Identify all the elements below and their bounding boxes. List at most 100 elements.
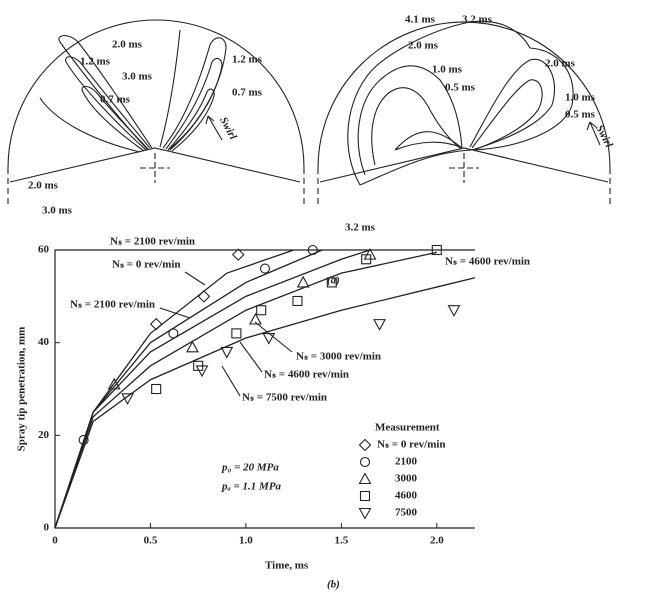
spray-contour — [65, 56, 151, 151]
line-label: Nₛ = 2100 rev/min — [70, 299, 155, 311]
data-point — [292, 295, 303, 307]
leader-line — [184, 271, 206, 286]
contour-label: 4.1 ms — [405, 14, 436, 26]
data-point — [307, 244, 318, 256]
leaders — [159, 271, 293, 397]
legend-marker — [358, 438, 372, 452]
data-point — [447, 305, 461, 317]
contour-label: 0.5 ms — [445, 82, 476, 94]
legend-marker — [358, 507, 372, 520]
leader-line — [159, 307, 191, 319]
contour-label: 2.0 ms — [408, 40, 439, 52]
data-point — [296, 275, 310, 288]
contour-label: 2.0 ms — [112, 39, 143, 51]
data-point — [195, 365, 209, 378]
diagram-left: 2.0 ms 1.2 ms 3.0 ms 0.7 ms 1.2 ms 0.7 m… — [7, 19, 305, 248]
data-point — [186, 340, 199, 353]
legend-marker — [359, 490, 371, 502]
contour-label: 3.0 ms — [42, 205, 73, 217]
leader-line — [254, 321, 293, 353]
y-tick-label: 60 — [38, 244, 50, 256]
swirl-arrow — [586, 121, 601, 146]
y-axis-label: Spray tip penetration, mm — [16, 327, 28, 452]
x-axis-label: Time, ms — [265, 560, 309, 572]
legend-label: 7500 — [395, 507, 418, 519]
spray-contour — [371, 87, 461, 166]
legend-label: Nₛ = 0 rev/min — [377, 439, 446, 451]
contour-label: 3.2 ms — [345, 222, 376, 234]
data-point — [249, 312, 262, 325]
legend-label: 3000 — [395, 473, 418, 485]
annotation: pₐ = 1.1 MPa — [221, 481, 282, 493]
y-tick-label: 40 — [38, 336, 50, 348]
axis-frame — [54, 249, 475, 529]
data-point — [256, 305, 267, 316]
x-tick-label: 1.0 — [239, 535, 253, 547]
x-tick-label: 0 — [52, 535, 58, 547]
x-tick-label: 2.0 — [430, 535, 444, 547]
data-point — [220, 346, 234, 359]
spray-contour — [394, 131, 463, 151]
data-point — [168, 328, 179, 339]
contour-label: 2.0 ms — [545, 58, 576, 70]
fit-line — [54, 251, 437, 529]
y-tick-label: 20 — [38, 429, 50, 441]
data-point — [373, 319, 386, 331]
contour-label: 0.5 ms — [565, 109, 596, 121]
panel-label: (b) — [327, 579, 340, 591]
legend-label: 2100 — [395, 456, 418, 468]
legend-label: 4600 — [395, 490, 418, 502]
diagram-right: 4.1 ms 3.2 ms 2.0 ms 1.0 ms 0.5 ms 2.0 m… — [317, 14, 615, 268]
panel-caption: Nₛ = 2100 rev/min — [110, 236, 195, 248]
swirl-arrow — [205, 115, 223, 141]
contour-label: 1.0 ms — [565, 92, 596, 104]
data-point — [197, 290, 211, 303]
data-point — [121, 393, 134, 405]
line-label: Nₛ = 7500 rev/min — [242, 392, 327, 404]
spray-contour — [357, 65, 463, 176]
spray-contour — [165, 57, 223, 151]
data-point — [231, 248, 245, 261]
chamber-arc — [7, 19, 305, 169]
x-tick-label: 1.5 — [334, 535, 348, 547]
contour-label: 1.2 ms — [80, 56, 111, 68]
data-point — [262, 332, 276, 345]
data-point — [259, 263, 271, 274]
leader-line — [239, 341, 263, 373]
spray-contour — [162, 37, 227, 151]
fit-line — [54, 249, 371, 529]
data-point — [231, 328, 242, 339]
cylinder-wall — [317, 168, 611, 205]
spray-contour — [347, 20, 574, 186]
crosshair — [140, 153, 170, 183]
spray-contour — [58, 35, 153, 151]
crosshair — [449, 153, 479, 183]
contour-label: 1.0 ms — [432, 64, 463, 76]
cylinder-wall — [7, 168, 305, 205]
data-point — [326, 277, 337, 288]
data-point — [361, 254, 372, 265]
annotation: p₀ = 20 MPa — [221, 462, 279, 474]
contour-label: 1.2 ms — [232, 54, 263, 66]
leader-line — [221, 365, 241, 397]
fit-line — [54, 249, 323, 529]
head-wedge — [9, 147, 301, 183]
data-point — [78, 434, 89, 446]
spray-contour — [469, 58, 556, 151]
contour-label: 0.7 ms — [232, 87, 263, 99]
line-label: Nₛ = 0 rev/min — [112, 259, 181, 271]
data-point — [149, 317, 163, 331]
legend-marker — [358, 472, 372, 485]
spray-contour — [159, 29, 181, 148]
data-point — [431, 244, 442, 256]
spray-contour — [167, 88, 215, 152]
head-wedge — [319, 147, 609, 183]
data-point — [151, 383, 162, 395]
spray-contour — [81, 85, 149, 152]
contour-label: 3.0 ms — [122, 71, 153, 83]
contour-label: 3.2 ms — [462, 14, 493, 26]
line-label: Nₛ = 4600 rev/min — [264, 369, 349, 381]
contour-label: 2.0 ms — [28, 180, 59, 192]
contour-label: 0.7 ms — [100, 94, 131, 106]
